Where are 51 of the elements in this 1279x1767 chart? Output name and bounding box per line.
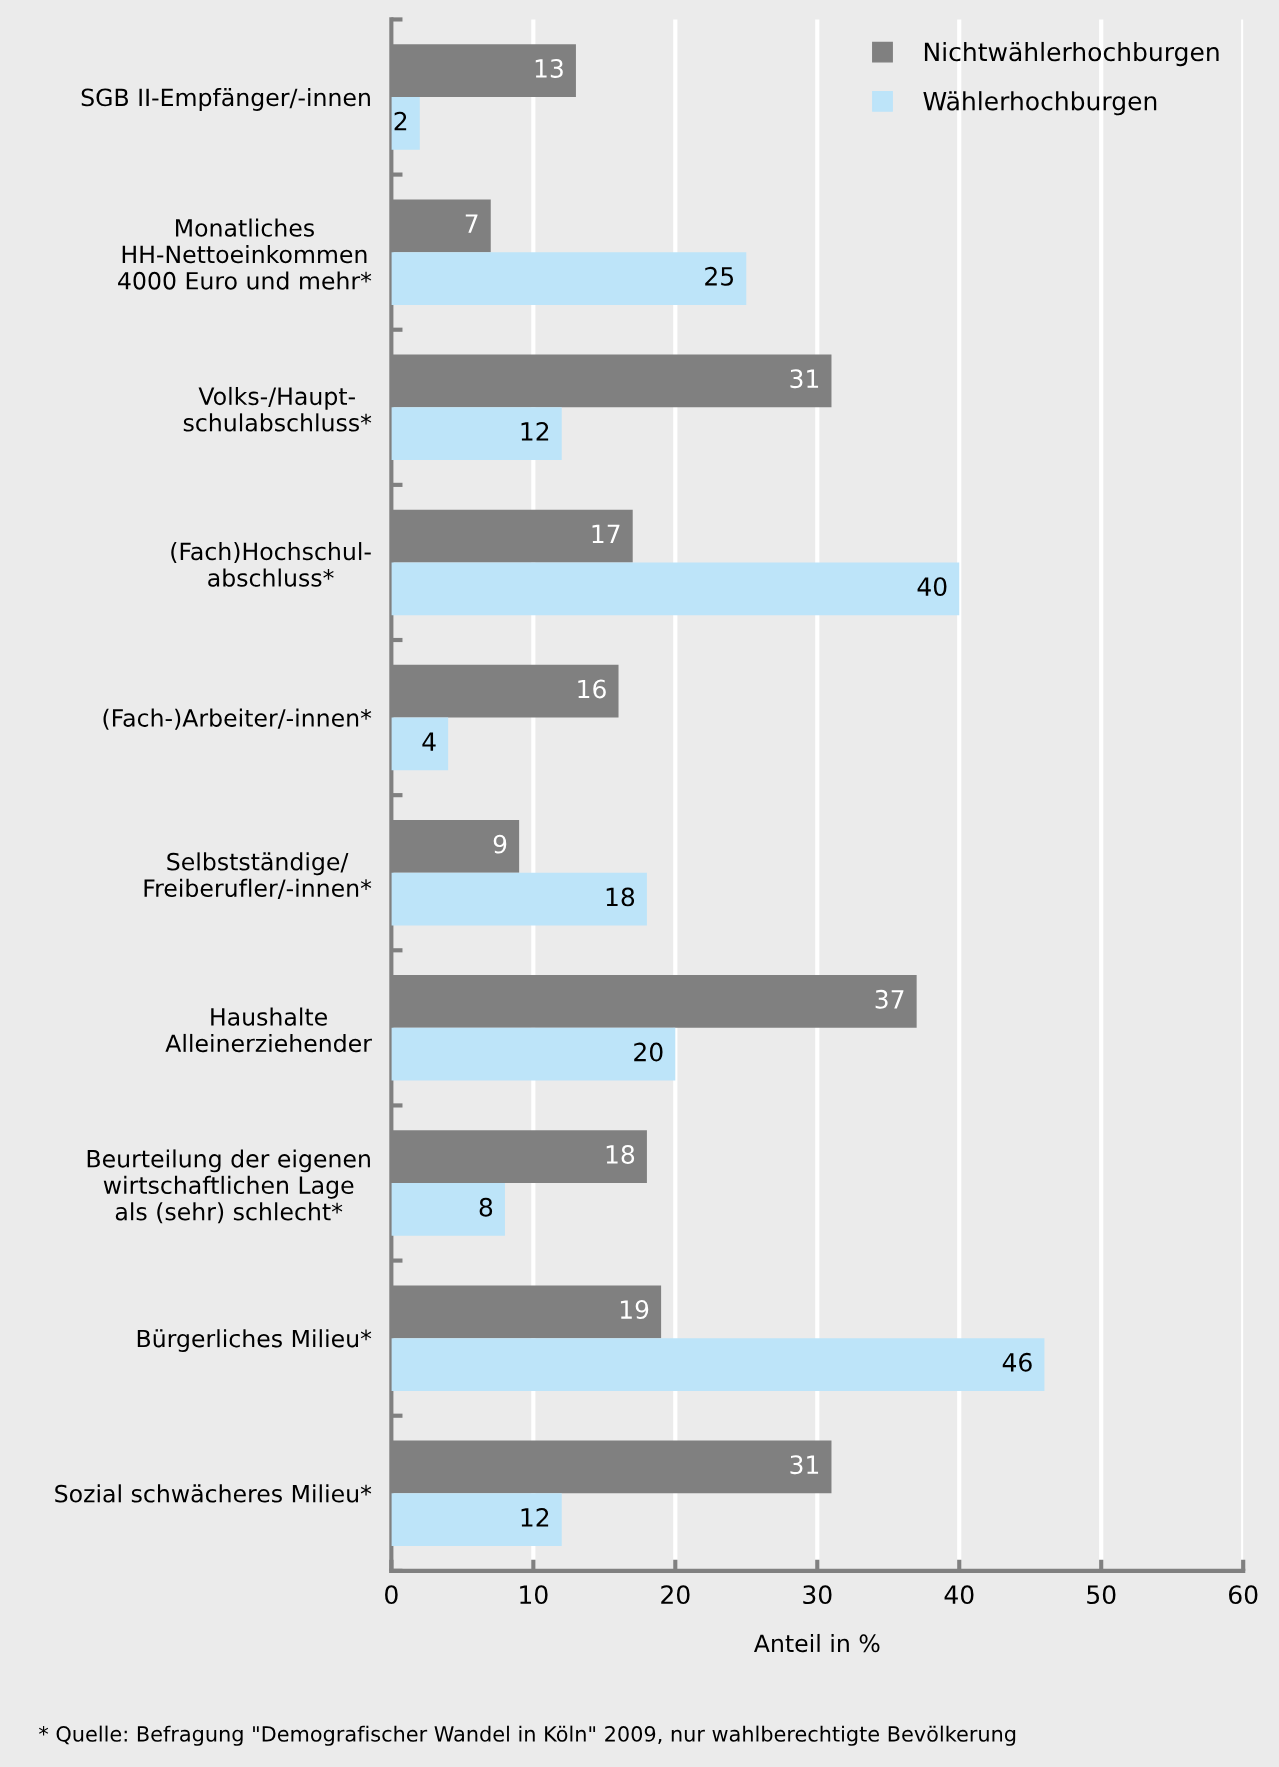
legend-label: Nichtwählerhochburgen bbox=[924, 41, 1219, 67]
x-tick-label: 30 bbox=[803, 1585, 832, 1605]
data-label: 18 bbox=[606, 1144, 635, 1164]
data-label: 25 bbox=[705, 266, 733, 286]
data-label: 12 bbox=[521, 422, 549, 441]
data-label: 18 bbox=[606, 887, 635, 907]
data-label: 17 bbox=[592, 524, 620, 543]
bar bbox=[391, 407, 562, 461]
x-tick-label: 0 bbox=[385, 1585, 398, 1605]
bar bbox=[391, 1027, 676, 1081]
x-axis-title: Anteil in % bbox=[753, 1633, 880, 1653]
data-label: 19 bbox=[620, 1300, 649, 1320]
y-tick-label: Selbstständige/ Freiberufler/-innen* bbox=[144, 852, 372, 899]
bar bbox=[391, 872, 647, 926]
y-tick-label: (Fach)Hochschul- abschluss* bbox=[171, 542, 371, 587]
data-label: 31 bbox=[790, 1455, 819, 1475]
x-tick-label: 50 bbox=[1087, 1585, 1116, 1605]
data-label: 9 bbox=[493, 834, 507, 854]
legend-label: Wählerhochburgen bbox=[923, 91, 1157, 116]
x-tick-label: 10 bbox=[520, 1585, 548, 1605]
bar bbox=[391, 1338, 1045, 1391]
y-tick-label: Monatliches HH-Nettoeinkommen 4000 Euro und mehr* bbox=[118, 218, 372, 290]
data-label: 4 bbox=[422, 732, 436, 751]
x-tick-label: 20 bbox=[661, 1585, 690, 1605]
bar bbox=[391, 1183, 505, 1236]
y-tick-label: Sozial schwächeres Milieu* bbox=[55, 1484, 372, 1503]
data-label: 20 bbox=[634, 1042, 663, 1062]
x-tick-label: 40 bbox=[944, 1585, 974, 1605]
data-label: 40 bbox=[917, 577, 947, 597]
data-label: 13 bbox=[535, 58, 563, 78]
data-label: 37 bbox=[875, 989, 904, 1009]
bar bbox=[391, 1493, 562, 1547]
data-label: 2 bbox=[394, 111, 407, 131]
data-label: 7 bbox=[465, 214, 478, 233]
data-label: 16 bbox=[578, 679, 606, 699]
y-tick-label: Beurteilung der eigenen wirtschaftlichen Lage als (sehr) schlecht* bbox=[87, 1149, 370, 1224]
text: * Quelle: Befragung "Demografischer Wandel in Köln" 2009, nur wahlberechtigte Bevölkerung bbox=[38, 1725, 1016, 1746]
x-tick-label: 60 bbox=[1229, 1585, 1258, 1605]
y-tick-label: Haushalte Alleinerziehender bbox=[165, 1007, 372, 1053]
y-tick-label: (Fach-)Arbeiter/-innen* bbox=[103, 708, 372, 730]
bar bbox=[391, 562, 960, 616]
bar bbox=[391, 717, 449, 771]
data-label: 31 bbox=[790, 369, 819, 389]
y-tick-label: Volks-/Haupt- schulabschluss* bbox=[183, 386, 372, 432]
y-tick-label: Bürgerliches Milieu* bbox=[137, 1329, 372, 1353]
bar bbox=[391, 97, 420, 150]
y-tick-label: SGB II-Empfänger/-innen bbox=[81, 88, 370, 111]
data-label: 46 bbox=[1002, 1352, 1032, 1372]
data-label: 12 bbox=[521, 1508, 549, 1527]
data-label: 8 bbox=[479, 1197, 493, 1217]
bar bbox=[391, 252, 747, 305]
